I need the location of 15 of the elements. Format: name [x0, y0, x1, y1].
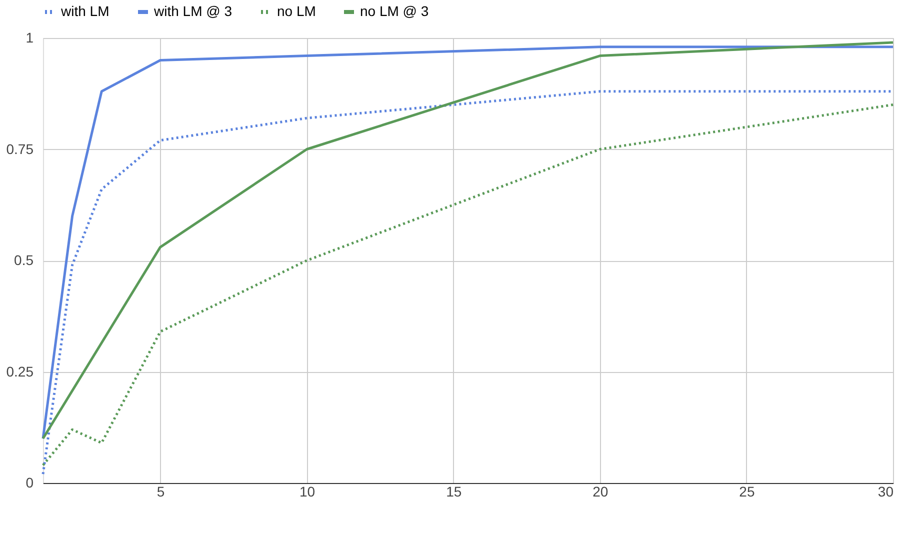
y-tick-label: 0: [26, 474, 34, 490]
x-tick-label: 25: [739, 484, 755, 500]
legend-label: with LM: [60, 3, 110, 19]
x-tick-label: 30: [878, 484, 894, 500]
legend-label: no LM: [277, 3, 316, 19]
legend-label: with LM @ 3: [153, 3, 232, 19]
legend-label: no LM @ 3: [360, 3, 429, 19]
y-tick-label: 0.5: [14, 252, 34, 268]
x-tick-label: 5: [156, 484, 165, 500]
y-tick-label: 0.25: [6, 363, 34, 380]
x-tick-label: 20: [592, 484, 608, 500]
x-tick-label: 10: [300, 484, 316, 500]
x-tick-label: 15: [446, 484, 462, 500]
y-tick-label: 0.75: [6, 140, 34, 157]
y-tick-label: 1: [26, 30, 34, 46]
